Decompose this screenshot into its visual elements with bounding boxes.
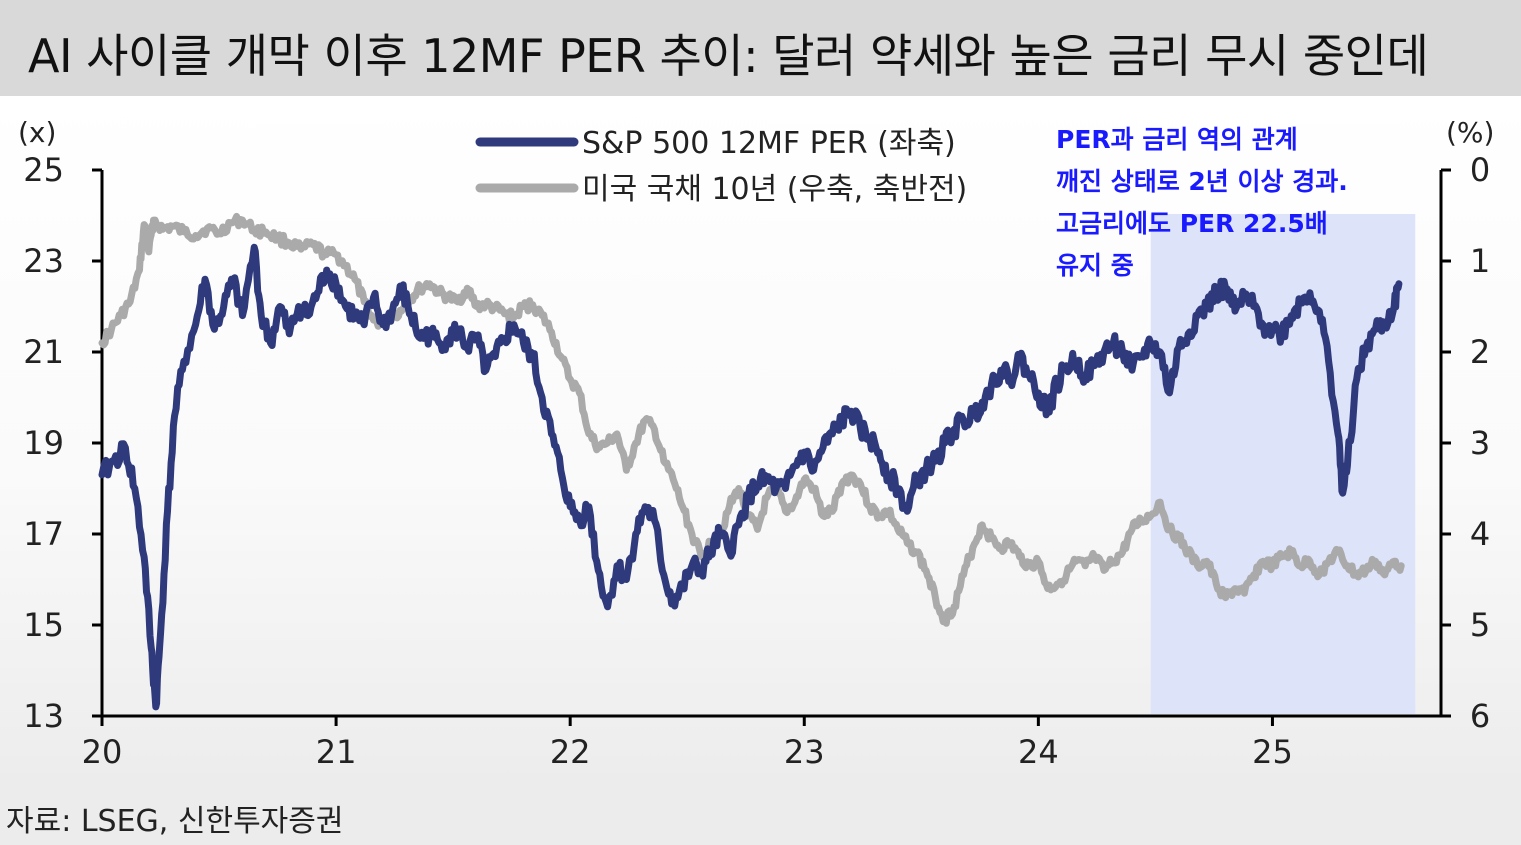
right-tick-label: 2 — [1470, 333, 1490, 371]
left-axis-unit: (x) — [18, 116, 56, 149]
highlight-layer — [1150, 214, 1416, 714]
left-tick-label: 19 — [23, 424, 64, 462]
highlight-band — [1150, 214, 1416, 714]
right-tick-label: 5 — [1470, 606, 1490, 644]
x-tick-label: 21 — [316, 733, 357, 771]
source-bar: 자료: LSEG, 신한투자증권 — [0, 786, 1521, 845]
x-tick-label: 23 — [784, 733, 825, 771]
right-tick-label: 4 — [1470, 515, 1490, 553]
left-tick-label: 13 — [23, 697, 64, 735]
chart-area: 13 15 17 19 21 23 25 0 1 2 3 4 5 6 20 21 22 23 24 25 S&P 50… — [0, 96, 1521, 786]
series-layer — [98, 212, 1405, 711]
right-tick-label: 1 — [1470, 242, 1490, 280]
x-tick-label: 22 — [550, 733, 591, 771]
legend-label-yield: 미국 국채 10년 (우축, 축반전) — [582, 172, 967, 207]
series-line-sp500-per — [98, 243, 1403, 711]
annotation-line: 깨진 상태로 2년 이상 경과. — [1056, 167, 1348, 196]
legend-label-per: S&P 500 12MF PER (좌축) — [582, 126, 956, 161]
right-tick-label: 3 — [1470, 424, 1490, 462]
x-tick-label: 20 — [82, 733, 123, 771]
right-tick-label: 0 — [1470, 151, 1490, 189]
title-bar: AI 사이클 개막 이후 12MF PER 추이: 달러 약세와 높은 금리 무… — [0, 0, 1521, 96]
annotation-line: 유지 중 — [1056, 251, 1134, 280]
annotation-line: 고금리에도 PER 22.5배 — [1056, 209, 1328, 238]
annotation-line: PER과 금리 역의 관계 — [1056, 125, 1298, 154]
left-tick-label: 15 — [23, 606, 64, 644]
x-tick-label: 25 — [1252, 733, 1293, 771]
left-tick-label: 23 — [23, 242, 64, 280]
left-tick-label: 25 — [23, 151, 64, 189]
right-axis-unit: (%) — [1446, 116, 1494, 149]
left-tick-label: 17 — [23, 515, 64, 553]
legend: S&P 500 12MF PER (좌축) 미국 국채 10년 (우축, 축반전) — [475, 126, 967, 207]
series-line-us-10y-yield — [98, 212, 1405, 627]
source-note: 자료: LSEG, 신한투자증권 — [6, 804, 344, 839]
x-tick-label: 24 — [1018, 733, 1059, 771]
left-tick-label: 21 — [23, 333, 64, 371]
chart-title: AI 사이클 개막 이후 12MF PER 추이: 달러 약세와 높은 금리 무… — [28, 29, 1429, 83]
right-tick-label: 6 — [1470, 697, 1490, 735]
